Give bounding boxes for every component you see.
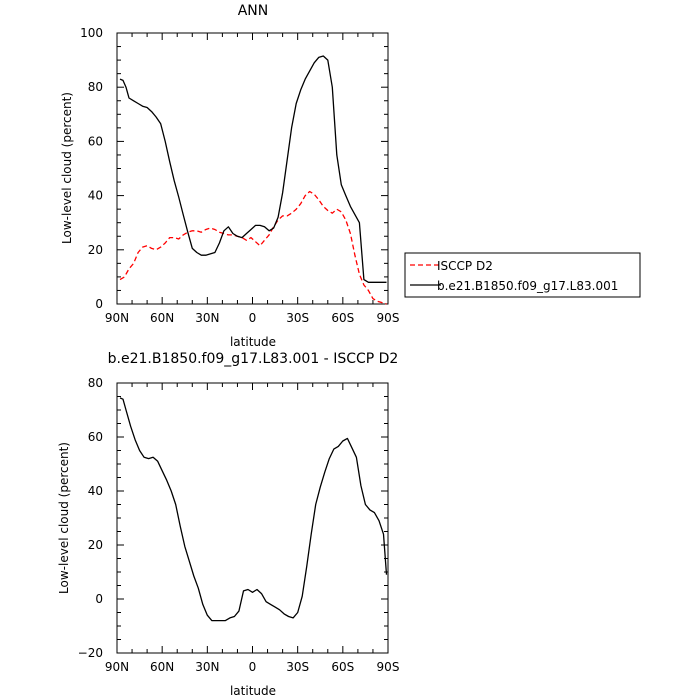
x-tick-label: 0 bbox=[249, 311, 257, 325]
x-tick-label: 90S bbox=[377, 660, 400, 674]
y-tick-label: 80 bbox=[88, 80, 103, 94]
y-tick-label: 80 bbox=[88, 376, 103, 390]
x-tick-label: 30S bbox=[286, 311, 309, 325]
plot-frame bbox=[116, 32, 389, 305]
chart-title: ANN bbox=[238, 3, 269, 19]
x-tick-label: 30S bbox=[286, 660, 309, 674]
y-tick-label: 40 bbox=[88, 484, 103, 498]
y-tick-label: 20 bbox=[88, 538, 103, 552]
legend-label-isccp: ISCCP D2 bbox=[437, 259, 493, 273]
series-line-0 bbox=[119, 397, 388, 622]
chart-panel-difference: b.e21.B1850.f09_g17.L83.001 - ISCCP D2 9… bbox=[57, 351, 399, 698]
x-tick-label: 30N bbox=[195, 660, 219, 674]
axis-ticks: 90N 60N 30N 0 30S 60S 90S −20 0 20 40 60 80 bbox=[78, 376, 400, 674]
chart-panel-annual: ANN 90N 60N 30N 0 30S 60S 90S 0 20 40 60 80 100 lati… bbox=[60, 3, 641, 349]
x-tick-label: 60N bbox=[150, 660, 174, 674]
legend-box bbox=[404, 252, 641, 298]
plot-frame bbox=[116, 382, 389, 654]
y-axis-label: Low-level cloud (percent) bbox=[60, 92, 74, 244]
y-tick-label: 0 bbox=[95, 297, 103, 311]
x-axis-label: latitude bbox=[230, 684, 276, 698]
x-tick-label: 90N bbox=[105, 311, 129, 325]
y-tick-label: 40 bbox=[88, 189, 103, 203]
series-lines bbox=[119, 397, 388, 622]
x-tick-label: 60S bbox=[331, 311, 354, 325]
series-lines bbox=[119, 55, 387, 305]
x-tick-label: 30N bbox=[195, 311, 219, 325]
y-tick-label: 60 bbox=[88, 430, 103, 444]
x-tick-label: 60S bbox=[331, 660, 354, 674]
y-tick-label: −20 bbox=[78, 646, 103, 660]
chart-title: b.e21.B1850.f09_g17.L83.001 - ISCCP D2 bbox=[108, 351, 399, 367]
legend-label-model: b.e21.B1850.f09_g17.L83.001 bbox=[437, 279, 618, 293]
legend: ISCCP D2 b.e21.B1850.f09_g17.L83.001 bbox=[404, 252, 641, 298]
y-tick-label: 60 bbox=[88, 134, 103, 148]
x-axis-label: latitude bbox=[230, 335, 276, 349]
axis-ticks: 90N 60N 30N 0 30S 60S 90S 0 20 40 60 80 100 bbox=[80, 26, 399, 325]
x-tick-label: 90S bbox=[377, 311, 400, 325]
y-axis-label: Low-level cloud (percent) bbox=[57, 442, 71, 594]
x-tick-label: 90N bbox=[105, 660, 129, 674]
y-tick-label: 0 bbox=[95, 592, 103, 606]
series-line-1 bbox=[119, 55, 387, 283]
series-line-0 bbox=[119, 190, 387, 305]
x-tick-label: 60N bbox=[150, 311, 174, 325]
y-tick-label: 20 bbox=[88, 243, 103, 257]
x-tick-label: 0 bbox=[249, 660, 257, 674]
y-tick-label: 100 bbox=[80, 26, 103, 40]
